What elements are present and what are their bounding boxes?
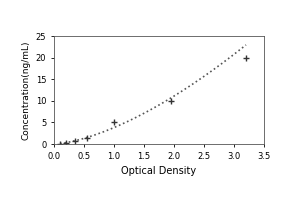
Y-axis label: Concentration(ng/mL): Concentration(ng/mL) [21, 40, 30, 140]
X-axis label: Optical Density: Optical Density [122, 166, 196, 176]
